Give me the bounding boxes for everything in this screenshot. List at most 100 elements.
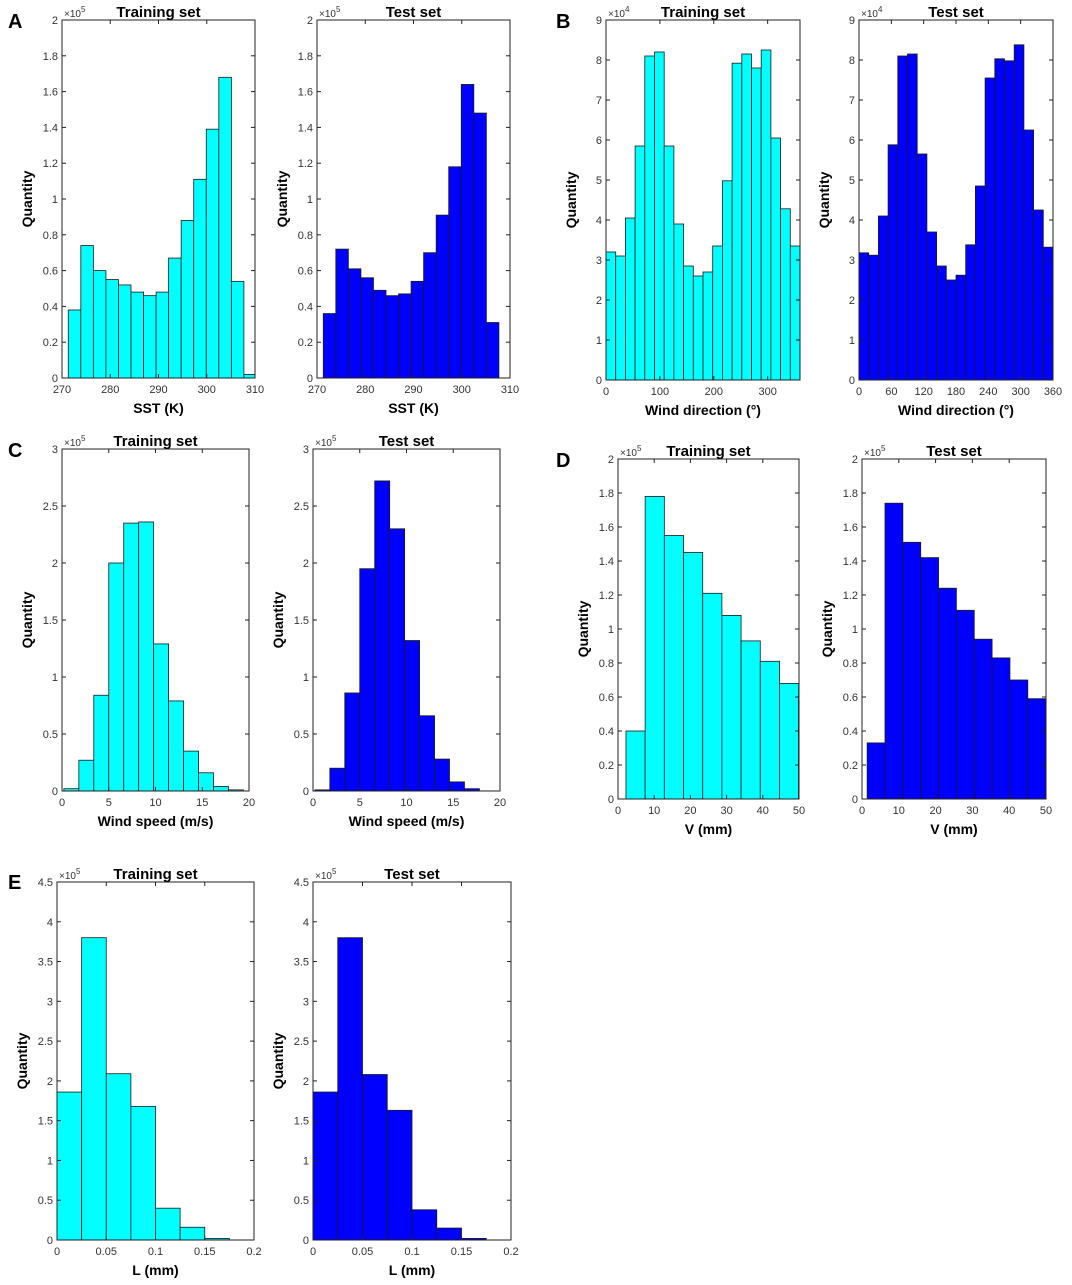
histogram-bar	[625, 217, 636, 381]
histogram-bar	[973, 638, 993, 800]
histogram-bar	[702, 592, 723, 800]
chart-d-test: 0 10 20 30 40 50 0 0.2 0.4 0.6 0.8 1 1.2 1.4 1.6 1.8 2 ×1…	[819, 443, 1052, 837]
y-tick-label: 5	[849, 175, 855, 187]
x-tick-label: 0	[54, 1246, 60, 1258]
y-tick-label: 0.2	[298, 337, 313, 349]
y-tick-label: 0	[596, 375, 602, 387]
histogram-bar	[770, 137, 782, 381]
y-tick-label: 2.5	[38, 1036, 53, 1048]
x-tick-label: 15	[447, 797, 459, 809]
x-tick-label: 30	[720, 805, 732, 817]
y-tick-label: 2	[849, 295, 855, 307]
chart-a-training: 270 280 290 300 310 0 0.2 0.4 0.6 0.8 1 1.2 1.4 1.6 1.…	[19, 4, 264, 416]
histogram-bar	[193, 178, 207, 379]
y-exponent-label: ×105	[620, 444, 642, 459]
histogram-bar	[80, 245, 94, 379]
y-tick-label: 3.5	[294, 957, 309, 969]
y-tick-label: 4	[47, 917, 53, 929]
histogram-bar	[1023, 129, 1035, 381]
exponent-power: 5	[76, 867, 81, 876]
chart-d-training: 0 10 20 30 40 50 0 0.2 0.4 0.6 0.8 1 1.2 1.4 1.6 1.8 2 ×1…	[575, 443, 805, 837]
y-tick-label: 1.8	[843, 488, 858, 500]
x-tick-label: 10	[893, 805, 905, 817]
y-tick-label: 6	[596, 135, 602, 147]
x-tick-label: 20	[929, 805, 941, 817]
x-tick-label: 0.1	[148, 1246, 163, 1258]
x-tick-label: 180	[947, 386, 965, 398]
histogram-bar	[938, 587, 957, 800]
y-tick-label: 0	[849, 375, 855, 387]
histogram-bar	[335, 248, 349, 379]
histogram-bar	[138, 521, 155, 792]
histogram-bar	[337, 937, 363, 1241]
histogram-bar	[398, 293, 412, 379]
y-tick-label: 1.6	[843, 522, 858, 534]
y-tick-label: 4	[596, 215, 602, 227]
x-tick-label: 0.15	[194, 1246, 215, 1258]
exponent-base: ×10	[64, 438, 81, 449]
histogram-bar	[965, 244, 976, 381]
y-tick-label: 1.6	[298, 87, 313, 99]
histogram-bar	[858, 252, 870, 381]
y-tick-label: 2	[52, 15, 58, 27]
histogram-bar	[1009, 679, 1029, 800]
chart-title: Test set	[379, 433, 435, 450]
chart-title: Training set	[116, 4, 200, 21]
chart-title: Test set	[384, 866, 440, 883]
y-tick-label: 1	[596, 335, 602, 347]
exponent-power: 5	[637, 444, 642, 453]
x-tick-label: 20	[684, 805, 696, 817]
y-tick-label: 3.5	[38, 957, 53, 969]
histogram-bar	[347, 268, 362, 379]
chart-title: Training set	[666, 443, 750, 460]
histogram-bar	[897, 55, 908, 381]
y-tick-label: 0.5	[294, 729, 309, 741]
y-tick-label: 0.6	[298, 266, 313, 278]
histogram-bar	[731, 62, 743, 381]
histogram-bar	[322, 313, 337, 379]
x-tick-label: 310	[246, 384, 264, 396]
y-tick-label: 0	[47, 1235, 53, 1247]
chart-title: Test set	[928, 4, 984, 21]
histogram-bar	[759, 660, 780, 800]
histogram-bar	[123, 522, 140, 792]
x-tick-label: 270	[308, 384, 326, 396]
x-tick-label: 300	[198, 384, 216, 396]
exponent-power: 5	[336, 5, 341, 14]
x-tick-label: 120	[914, 386, 932, 398]
y-tick-label: 0.8	[298, 230, 313, 242]
y-tick-label: 0.6	[843, 692, 858, 704]
panel-letter-b: B	[556, 11, 570, 33]
histogram-bar	[435, 214, 450, 379]
x-tick-label: 0	[615, 805, 621, 817]
y-tick-label: 1.5	[38, 1116, 53, 1128]
histogram-bar	[386, 1109, 413, 1241]
histogram-bar	[991, 657, 1011, 800]
histogram-bar	[344, 692, 361, 792]
x-tick-label: 290	[149, 384, 167, 396]
y-exponent-label: ×105	[64, 5, 86, 20]
y-tick-label: 0.2	[43, 337, 58, 349]
histogram-bar	[644, 55, 655, 381]
x-tick-label: 60	[885, 386, 897, 398]
histogram-bar	[243, 374, 256, 379]
y-tick-label: 0	[307, 373, 313, 385]
histogram-bar	[404, 640, 420, 792]
y-tick-label: 0.6	[599, 692, 614, 704]
exponent-base: ×10	[319, 9, 336, 20]
x-tick-label: 10	[400, 797, 412, 809]
histogram-bar	[878, 215, 889, 381]
plot-frame	[605, 19, 801, 381]
histogram-bar	[179, 1226, 206, 1241]
x-tick-label: 0.2	[246, 1246, 261, 1258]
y-tick-label: 6	[849, 135, 855, 147]
histogram-bar	[81, 937, 107, 1241]
y-tick-label: 0.2	[599, 760, 614, 772]
histogram-bar	[213, 786, 229, 792]
chart-title: Training set	[113, 866, 197, 883]
exponent-power: 4	[878, 5, 883, 14]
histogram-bar	[605, 251, 617, 381]
x-tick-label: 5	[357, 797, 363, 809]
histogram-bar	[702, 271, 714, 381]
